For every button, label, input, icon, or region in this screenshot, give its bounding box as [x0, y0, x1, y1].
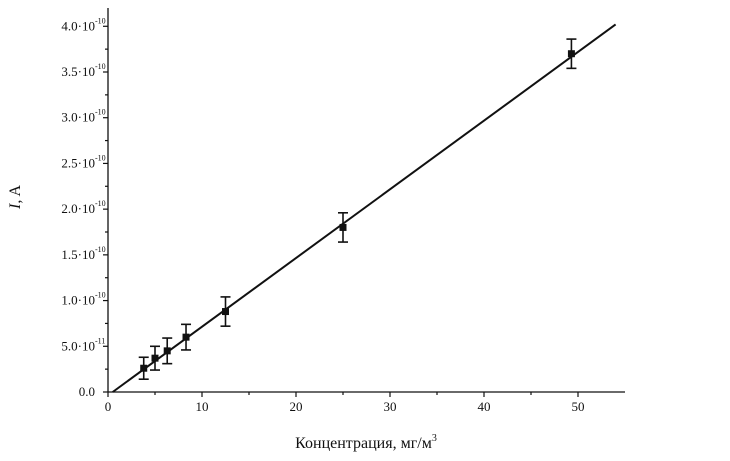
y-tick-exponent: -11 — [95, 336, 105, 345]
y-tick-label: 4.0·10 — [61, 18, 95, 33]
data-point — [339, 223, 347, 231]
x-tick-label: 40 — [478, 399, 491, 414]
x-tick-label: 0 — [105, 399, 112, 414]
y-tick-label: 1.0·10 — [61, 293, 95, 308]
y-tick-exponent: -10 — [95, 291, 106, 300]
y-tick-label: 0.0 — [79, 384, 95, 399]
y-tick-label: 1.5·10 — [61, 247, 95, 262]
y-axis-label: I, A — [7, 185, 24, 210]
fit-line — [112, 23, 617, 393]
data-point — [222, 308, 229, 316]
data-point — [140, 364, 148, 372]
x-tick-label: 20 — [290, 399, 303, 414]
y-tick-exponent: -10 — [95, 108, 106, 117]
x-tick-label: 50 — [572, 399, 585, 414]
y-tick-exponent: -10 — [95, 199, 106, 208]
data-point — [151, 354, 159, 362]
y-tick-label: 3.5·10 — [61, 64, 95, 79]
y-tick-exponent: -10 — [95, 153, 106, 162]
y-tick-label: 2.0·10 — [61, 201, 95, 216]
x-tick-label: 30 — [384, 399, 397, 414]
data-point — [182, 333, 190, 341]
y-tick-exponent: -10 — [95, 245, 106, 254]
y-tick-label: 3.0·10 — [61, 110, 95, 125]
y-tick-exponent: -10 — [95, 16, 106, 25]
data-point — [163, 347, 171, 355]
y-tick-exponent: -10 — [95, 62, 106, 71]
y-tick-label: 5.0·10 — [61, 338, 95, 353]
data-point — [567, 50, 575, 58]
x-axis-label: Концентрация, мг/м3 — [295, 433, 437, 452]
x-tick-label: 10 — [196, 399, 209, 414]
y-tick-label: 2.5·10 — [61, 155, 95, 170]
